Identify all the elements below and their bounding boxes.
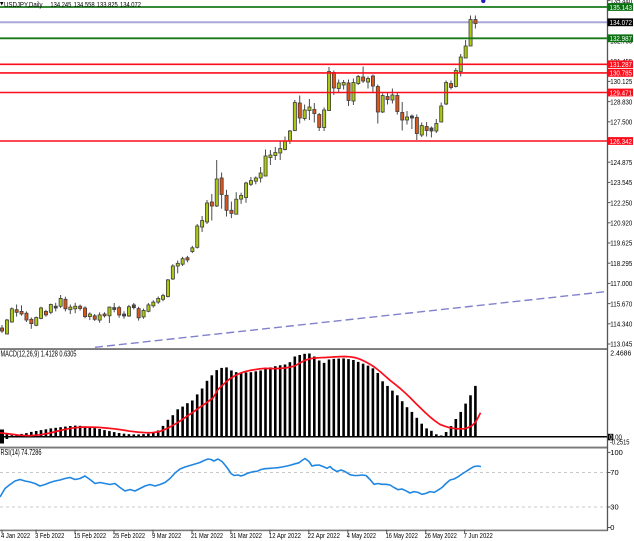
svg-text:115.670: 115.670 [610,299,632,308]
svg-text:134.072: 134.072 [120,0,141,9]
svg-text:134.245: 134.245 [50,0,71,9]
svg-text:30: 30 [610,503,618,512]
svg-text:135.440: 135.440 [610,0,632,5]
svg-text:123.545: 123.545 [610,178,632,187]
svg-text:122.250: 122.250 [610,198,632,207]
svg-text:118.295: 118.295 [610,259,632,268]
svg-text:131.287: 131.287 [610,60,633,69]
svg-text:25 Feb 2022: 25 Feb 2022 [113,531,145,540]
svg-text:126.342: 126.342 [610,137,633,146]
svg-text:0: 0 [609,433,612,442]
svg-text:21 Mar 2022: 21 Mar 2022 [191,531,223,540]
svg-text:134.072: 134.072 [610,18,633,27]
svg-text:120.920: 120.920 [610,219,632,228]
svg-text:128.830: 128.830 [610,97,632,106]
svg-text:132.987: 132.987 [610,34,633,43]
svg-text:.00: .00 [613,433,622,442]
svg-text:133.825: 133.825 [97,0,118,9]
svg-text:117.000: 117.000 [610,279,632,288]
svg-text:119.625: 119.625 [610,239,632,248]
svg-text:MACD(12,26,9) 1.4128 0.6305: MACD(12,26,9) 1.4128 0.6305 [1,349,77,358]
svg-text:26 May 2022: 26 May 2022 [425,531,457,540]
svg-text:2.4686: 2.4686 [610,349,631,358]
svg-text:114.340: 114.340 [610,320,632,329]
svg-text:22 Apr 2022: 22 Apr 2022 [308,531,340,540]
svg-text:129.471: 129.471 [610,88,633,97]
svg-text:124.875: 124.875 [610,158,632,167]
svg-text:3 Feb 2022: 3 Feb 2022 [35,531,64,540]
svg-text:9 Mar 2022: 9 Mar 2022 [152,531,181,540]
svg-text:USDJPY,Daily: USDJPY,Daily [4,0,43,9]
svg-text:31 Mar 2022: 31 Mar 2022 [230,531,262,540]
svg-text:134.558: 134.558 [74,0,95,9]
svg-text:130.785: 130.785 [610,69,633,78]
svg-text:135.143: 135.143 [610,3,633,12]
svg-text:12 Apr 2022: 12 Apr 2022 [269,531,301,540]
svg-text:130.125: 130.125 [610,77,632,86]
svg-text:-0.2515: -0.2515 [610,437,630,446]
svg-text:4 May 2022: 4 May 2022 [347,531,376,540]
svg-text:0: 0 [610,523,614,532]
svg-text:127.500: 127.500 [610,118,632,127]
svg-text:113.045: 113.045 [610,340,632,349]
svg-text:15 Feb 2022: 15 Feb 2022 [74,531,106,540]
svg-text:70: 70 [610,468,618,477]
svg-text:7 Jun 2022: 7 Jun 2022 [464,531,493,540]
svg-text:100: 100 [610,448,623,457]
svg-text:16 May 2022: 16 May 2022 [386,531,418,540]
svg-text:RSI(14) 74.7286: RSI(14) 74.7286 [1,448,42,457]
svg-text:4 Jan 2022: 4 Jan 2022 [1,531,30,540]
